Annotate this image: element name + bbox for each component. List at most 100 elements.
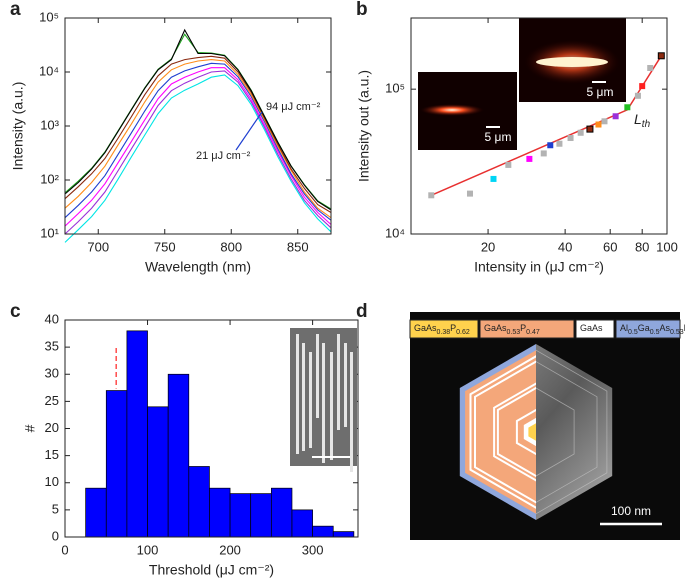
nanowire	[316, 334, 319, 418]
data-point	[428, 192, 435, 199]
histogram-bar	[188, 466, 210, 538]
threshold-sub: th	[642, 119, 651, 130]
y-axis-label: #	[22, 424, 38, 432]
nanowire	[337, 334, 340, 430]
plot-frame	[410, 17, 668, 235]
y-tick-label: 10³	[40, 117, 59, 132]
inset-glow	[536, 57, 608, 67]
y-tick-label: 10²	[40, 171, 59, 186]
legend-sub: 0.62	[456, 329, 470, 336]
legend-main: Ga	[638, 323, 650, 333]
histogram-bar	[332, 531, 355, 538]
data-point	[526, 155, 533, 162]
panel-label: c	[10, 301, 21, 322]
x-tick-label: 20	[481, 239, 495, 254]
panel-label: a	[10, 0, 21, 20]
histogram-bar	[85, 487, 107, 538]
data-point	[612, 113, 619, 120]
legend-main: P	[450, 323, 456, 333]
data-point	[601, 118, 608, 125]
core	[528, 423, 536, 441]
legend-sub: 0.5	[650, 329, 660, 336]
threshold-main: L	[634, 111, 642, 127]
data-point	[657, 52, 665, 60]
nanowire	[344, 343, 347, 427]
legend-main: GaAs	[484, 323, 507, 333]
plot-frame	[64, 319, 359, 538]
right-half	[536, 344, 613, 520]
x-axis-label: Intensity in (μJ cm⁻²)	[474, 259, 604, 275]
inset-glow	[420, 104, 484, 116]
histogram-bar	[291, 509, 313, 538]
annotation: 94 μJ cm⁻²	[266, 101, 321, 113]
x-tick-label: 100	[137, 542, 159, 557]
data-point	[540, 150, 547, 157]
spectrum-line	[64, 70, 332, 235]
legend-swatch	[615, 319, 681, 339]
shell-line	[515, 408, 536, 456]
histogram-bar	[312, 525, 334, 538]
x-tick-label: 750	[154, 239, 176, 254]
scale-label: 5 μm	[485, 130, 512, 144]
data-point	[639, 83, 646, 90]
y-tick-label: 35	[45, 339, 59, 354]
data-point	[567, 135, 574, 142]
legend-label: GaAs0.38P0.62	[414, 323, 470, 335]
x-tick-label: 200	[219, 542, 241, 557]
x-axis-label: Threshold (μJ cm⁻²)	[149, 562, 274, 578]
x-tick-label: 60	[603, 239, 617, 254]
annotation: 21 μJ cm⁻²	[196, 150, 251, 162]
shell	[465, 350, 536, 514]
data-point	[624, 104, 631, 111]
data-point	[586, 125, 594, 133]
nanowire	[330, 352, 333, 460]
shell-line	[474, 360, 536, 504]
legend-main: As	[660, 323, 671, 333]
nanowire	[309, 352, 312, 448]
legend-label: Al0.5Ga0.5As0.53P0.47	[620, 323, 685, 335]
scale-label: 100 nm	[611, 504, 651, 518]
histogram-bar	[105, 390, 128, 538]
nanowire	[322, 343, 325, 463]
x-tick-label: 100	[656, 239, 678, 254]
nanowire	[296, 334, 299, 454]
y-tick-label: 15	[45, 447, 59, 462]
y-tick-label: 10¹	[40, 225, 59, 240]
shell-line	[493, 382, 536, 482]
nanowire	[350, 352, 353, 472]
y-tick-label: 30	[45, 366, 59, 381]
data-point	[647, 65, 654, 72]
shell-line	[469, 355, 536, 509]
y-tick-label: 10⁵	[39, 9, 59, 24]
spectrum-line	[64, 74, 332, 243]
legend-label: GaAs0.53P0.47	[484, 323, 540, 335]
histogram-bar	[209, 487, 231, 538]
legend-sub: 0.53	[507, 329, 521, 336]
tem-line	[536, 361, 598, 503]
left-half	[459, 344, 536, 520]
x-tick-label: 700	[87, 239, 109, 254]
histogram-bar	[229, 493, 252, 538]
y-tick-label: 40	[45, 311, 59, 326]
y-tick-label: 5	[52, 501, 59, 516]
shell-line	[496, 386, 536, 478]
histogram-bar	[126, 330, 148, 538]
x-tick-label: 300	[302, 542, 324, 557]
legend-sub: 0.53	[670, 329, 684, 336]
x-axis-label: Wavelength (nm)	[145, 259, 251, 275]
y-axis-label: Intensity (a.u.)	[10, 82, 26, 171]
legend-swatch	[575, 319, 615, 339]
tem-line	[536, 349, 608, 515]
y-tick-label: 10⁴	[385, 225, 405, 240]
scale-label: 5 μm	[587, 85, 614, 99]
tem-line	[536, 387, 575, 477]
spectrum-line	[64, 67, 332, 227]
y-tick-label: 10	[45, 474, 59, 489]
spectrum-line	[64, 55, 332, 213]
histogram-bar	[167, 373, 190, 538]
histogram-bar	[270, 487, 293, 538]
spectrum-line	[64, 28, 332, 211]
annotation-arrow	[235, 111, 263, 151]
y-tick-label: 10⁵	[385, 81, 405, 96]
